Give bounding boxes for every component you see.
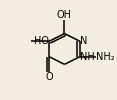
Text: OH: OH bbox=[57, 10, 72, 20]
Text: N: N bbox=[80, 36, 87, 46]
Text: NH₂: NH₂ bbox=[96, 52, 115, 62]
Text: NH: NH bbox=[80, 52, 95, 62]
Text: HO: HO bbox=[34, 36, 49, 46]
Text: O: O bbox=[45, 72, 53, 82]
